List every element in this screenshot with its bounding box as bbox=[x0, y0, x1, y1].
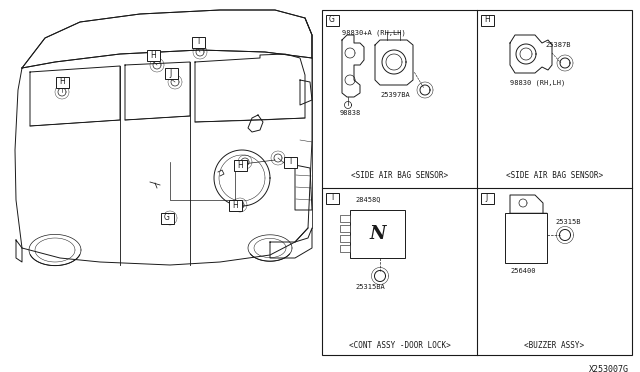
Text: X253007G: X253007G bbox=[589, 365, 629, 372]
Text: I: I bbox=[289, 157, 291, 167]
Text: <CONT ASSY -DOOR LOCK>: <CONT ASSY -DOOR LOCK> bbox=[349, 341, 451, 350]
Bar bbox=[340, 225, 350, 232]
Text: I: I bbox=[331, 193, 333, 202]
Text: N: N bbox=[369, 225, 386, 243]
Text: 28458Q: 28458Q bbox=[355, 196, 381, 202]
Text: G: G bbox=[329, 16, 335, 25]
Bar bbox=[505, 213, 547, 263]
Text: <BUZZER ASSY>: <BUZZER ASSY> bbox=[524, 341, 584, 350]
Bar bbox=[340, 235, 350, 242]
Bar bbox=[481, 15, 493, 26]
Text: 25315BA: 25315BA bbox=[355, 284, 385, 290]
Text: I: I bbox=[197, 38, 199, 46]
Bar bbox=[161, 212, 173, 224]
Text: 25315B: 25315B bbox=[555, 219, 580, 225]
Text: 25397BA: 25397BA bbox=[380, 92, 410, 98]
Bar bbox=[234, 160, 246, 170]
Text: H: H bbox=[150, 51, 156, 60]
Bar bbox=[284, 157, 296, 167]
Bar bbox=[322, 10, 632, 355]
Bar bbox=[326, 15, 339, 26]
Text: <SIDE AIR BAG SENSOR>: <SIDE AIR BAG SENSOR> bbox=[351, 171, 448, 180]
Text: 256400: 256400 bbox=[510, 268, 536, 274]
Bar bbox=[350, 210, 405, 258]
Bar bbox=[164, 67, 177, 78]
Bar bbox=[228, 199, 241, 211]
Text: H: H bbox=[59, 77, 65, 87]
Bar bbox=[191, 36, 205, 48]
Bar bbox=[56, 77, 68, 87]
Bar bbox=[340, 245, 350, 252]
Text: <SIDE AIR BAG SENSOR>: <SIDE AIR BAG SENSOR> bbox=[506, 171, 603, 180]
Text: 98830+A (RH,LH): 98830+A (RH,LH) bbox=[342, 30, 406, 36]
Text: H: H bbox=[484, 16, 490, 25]
Bar bbox=[326, 192, 339, 203]
Text: 98838: 98838 bbox=[340, 110, 361, 116]
Text: H: H bbox=[232, 201, 238, 209]
Text: J: J bbox=[486, 193, 488, 202]
Bar bbox=[340, 215, 350, 222]
Text: G: G bbox=[164, 214, 170, 222]
Text: 98830 (RH,LH): 98830 (RH,LH) bbox=[510, 80, 565, 87]
Bar bbox=[147, 49, 159, 61]
Text: H: H bbox=[237, 160, 243, 170]
Bar bbox=[481, 192, 493, 203]
Text: 25387B: 25387B bbox=[545, 42, 570, 48]
Text: J: J bbox=[170, 68, 172, 77]
